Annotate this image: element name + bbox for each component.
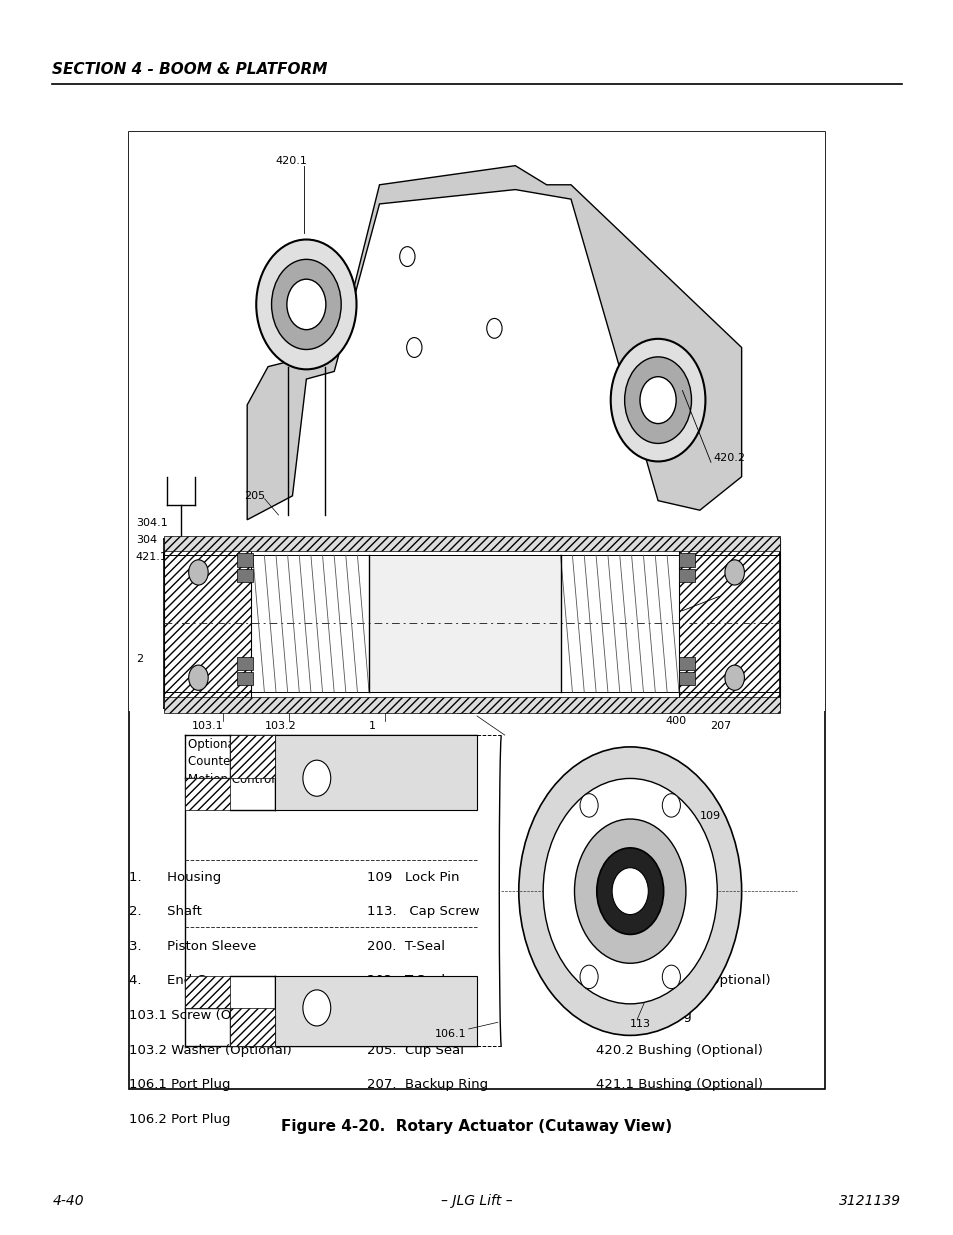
Text: 421.1 Bushing (Optional): 421.1 Bushing (Optional) — [596, 1078, 762, 1092]
Text: 106.2: 106.2 — [456, 706, 487, 716]
Text: 400.  Stop Tube (Optional): 400. Stop Tube (Optional) — [596, 974, 770, 988]
Text: 400: 400 — [664, 716, 685, 726]
Ellipse shape — [579, 966, 598, 988]
Bar — [236, 553, 253, 567]
Ellipse shape — [639, 377, 676, 424]
Ellipse shape — [272, 259, 341, 350]
Text: 103.1: 103.1 — [192, 720, 223, 731]
Ellipse shape — [724, 666, 743, 690]
Ellipse shape — [574, 819, 685, 963]
Ellipse shape — [579, 794, 598, 818]
Bar — [230, 1008, 274, 1046]
Ellipse shape — [518, 747, 740, 1035]
Bar — [164, 538, 251, 709]
Text: 4-40: 4-40 — [52, 1194, 84, 1208]
Bar — [679, 538, 780, 709]
Text: 106.1: 106.1 — [435, 1029, 466, 1039]
Bar — [129, 132, 824, 1089]
Text: 3.      Piston Sleeve: 3. Piston Sleeve — [129, 940, 256, 953]
Ellipse shape — [189, 666, 208, 690]
Bar — [236, 672, 253, 685]
Text: 205: 205 — [243, 490, 265, 501]
Text: 204: 204 — [710, 704, 731, 714]
Ellipse shape — [612, 868, 648, 915]
Text: 103.1 Screw (Optional): 103.1 Screw (Optional) — [129, 1009, 282, 1023]
Bar — [236, 568, 253, 582]
Bar — [274, 735, 476, 810]
Bar — [184, 778, 230, 810]
Text: 109: 109 — [700, 811, 720, 821]
Text: 106.1 Port Plug: 106.1 Port Plug — [129, 1078, 230, 1092]
Text: SECTION 4 - BOOM & PLATFORM: SECTION 4 - BOOM & PLATFORM — [52, 62, 328, 77]
Text: 302.  Wear Guide: 302. Wear Guide — [596, 871, 711, 884]
Text: 113.   Cap Screw: 113. Cap Screw — [367, 905, 479, 919]
Ellipse shape — [661, 966, 679, 988]
Text: 420.2 Bushing (Optional): 420.2 Bushing (Optional) — [596, 1044, 762, 1057]
Bar — [164, 536, 780, 551]
Text: Motion Control, Item #403: Motion Control, Item #403 — [188, 773, 344, 785]
Text: 204.  O-ring: 204. O-ring — [367, 1009, 447, 1023]
Text: 2.      Shaft: 2. Shaft — [129, 905, 201, 919]
Text: 421.1: 421.1 — [135, 552, 168, 562]
Ellipse shape — [189, 559, 208, 585]
Bar — [679, 568, 694, 582]
Text: 2: 2 — [135, 653, 143, 663]
Text: 304.1 Wiper Seal: 304.1 Wiper Seal — [596, 940, 709, 953]
Bar — [369, 556, 560, 692]
Text: 4.      End Cap: 4. End Cap — [129, 974, 222, 988]
Ellipse shape — [256, 240, 356, 369]
Ellipse shape — [303, 761, 331, 797]
Text: 109   Lock Pin: 109 Lock Pin — [367, 871, 459, 884]
Ellipse shape — [724, 559, 743, 585]
Bar — [679, 672, 694, 685]
Text: 113: 113 — [630, 1019, 651, 1029]
Text: 304.  Thrust Washer: 304. Thrust Washer — [596, 905, 730, 919]
Text: 202.  T-Seal: 202. T-Seal — [367, 974, 445, 988]
Text: 1.      Housing: 1. Housing — [129, 871, 221, 884]
Ellipse shape — [597, 848, 663, 935]
Bar — [679, 553, 694, 567]
Text: 103.2 Washer (Optional): 103.2 Washer (Optional) — [129, 1044, 292, 1057]
Ellipse shape — [303, 990, 331, 1026]
Ellipse shape — [406, 337, 421, 357]
Text: 1: 1 — [369, 720, 375, 731]
Ellipse shape — [661, 794, 679, 818]
Ellipse shape — [486, 319, 501, 338]
Text: 304.1: 304.1 — [135, 517, 168, 527]
Bar — [274, 977, 476, 1046]
Ellipse shape — [287, 279, 326, 330]
Bar — [164, 697, 780, 713]
Text: 200.  T-Seal: 200. T-Seal — [367, 940, 445, 953]
Text: 3121139: 3121139 — [839, 1194, 901, 1208]
Text: 420.1 Bushing: 420.1 Bushing — [596, 1009, 691, 1023]
Text: 4: 4 — [720, 592, 727, 601]
Text: 207: 207 — [710, 720, 731, 731]
Bar — [230, 735, 274, 778]
Text: Optional Valve Manifold: Optional Valve Manifold — [188, 739, 328, 751]
Text: 420.2: 420.2 — [713, 452, 745, 463]
Text: 207.  Backup Ring: 207. Backup Ring — [367, 1078, 488, 1092]
Bar — [184, 977, 230, 1008]
Bar — [236, 657, 253, 671]
Text: Figure 4-20.  Rotary Actuator (Cutaway View): Figure 4-20. Rotary Actuator (Cutaway Vi… — [281, 1119, 672, 1134]
Polygon shape — [247, 165, 740, 520]
Bar — [129, 132, 824, 711]
Ellipse shape — [624, 357, 691, 443]
Text: 304: 304 — [135, 535, 156, 545]
Bar — [679, 657, 694, 671]
Text: 106.2 Port Plug: 106.2 Port Plug — [129, 1113, 230, 1126]
Ellipse shape — [610, 338, 704, 462]
Text: Counterbalance, Item #401: Counterbalance, Item #401 — [188, 756, 352, 768]
Ellipse shape — [542, 778, 717, 1004]
Text: 103.2: 103.2 — [264, 720, 296, 731]
Text: 205.  Cup Seal: 205. Cup Seal — [367, 1044, 464, 1057]
Ellipse shape — [399, 247, 415, 267]
Text: – JLG Lift –: – JLG Lift – — [440, 1194, 513, 1208]
Text: 420.1: 420.1 — [274, 156, 307, 165]
